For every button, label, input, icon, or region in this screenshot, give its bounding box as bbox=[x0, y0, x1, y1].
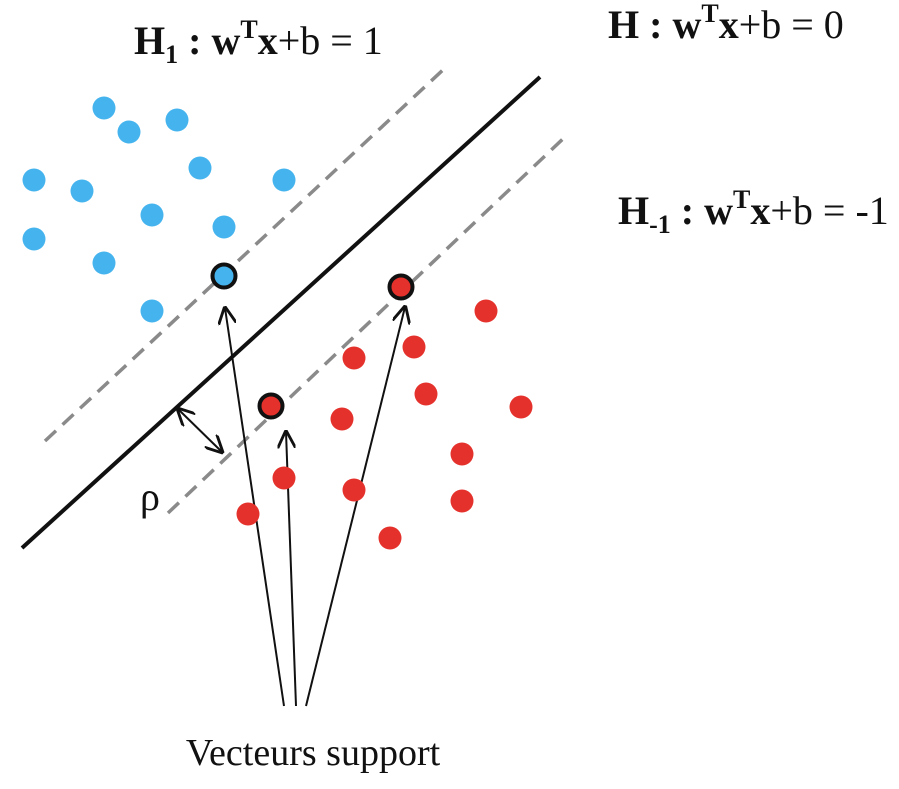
red-point bbox=[378, 526, 402, 550]
label-h0-sep: : bbox=[639, 2, 672, 47]
blue-point bbox=[140, 203, 164, 227]
red-point bbox=[509, 395, 533, 419]
margin-line-h1 bbox=[43, 66, 447, 443]
red-point bbox=[402, 335, 426, 359]
red-point bbox=[450, 489, 474, 513]
label-hm1-sub: -1 bbox=[649, 210, 671, 239]
red-point bbox=[342, 346, 366, 370]
support-arrow-red-upper bbox=[305, 307, 405, 707]
red-point bbox=[236, 502, 260, 526]
margin-arrow bbox=[178, 409, 222, 452]
label-h-1: H-1 : wTx+b = -1 bbox=[568, 185, 899, 239]
red-point bbox=[474, 299, 498, 323]
blue-point bbox=[22, 168, 46, 192]
margin-line-h-1 bbox=[166, 134, 568, 515]
red-point bbox=[342, 478, 366, 502]
blue-point bbox=[140, 299, 164, 323]
blue-point bbox=[70, 179, 94, 203]
blue-point bbox=[188, 156, 212, 180]
label-hm1-w: w bbox=[704, 188, 733, 233]
label-h0: H : wTx+b = 0 bbox=[558, 0, 874, 47]
label-h1-sep: : bbox=[178, 18, 211, 63]
blue-point bbox=[92, 251, 116, 275]
label-h1-sub: 1 bbox=[165, 40, 178, 69]
support-vector-red-lower bbox=[257, 392, 285, 420]
label-hm1-sep: : bbox=[671, 188, 704, 233]
blue-point bbox=[92, 96, 116, 120]
label-h1-rest: +b = 1 bbox=[278, 18, 383, 63]
blue-point bbox=[272, 168, 296, 192]
label-hm1-rest: +b = -1 bbox=[770, 188, 888, 233]
label-hm1-x: x bbox=[750, 188, 770, 233]
label-h0-x: x bbox=[719, 2, 739, 47]
label-h0-rest: +b = 0 bbox=[739, 2, 844, 47]
blue-point bbox=[212, 215, 236, 239]
label-h1-x: x bbox=[258, 18, 278, 63]
label-h0-sup: T bbox=[701, 0, 718, 28]
blue-point bbox=[117, 120, 141, 144]
red-point bbox=[272, 466, 296, 490]
red-point bbox=[450, 442, 474, 466]
positive-class-points bbox=[22, 96, 296, 323]
blue-point bbox=[22, 227, 46, 251]
support-vector-red-upper bbox=[387, 273, 415, 301]
support-vectors-caption: Vecteurs support bbox=[186, 732, 441, 774]
margin-label: ρ bbox=[140, 474, 160, 519]
hyperplane-h0 bbox=[20, 75, 542, 550]
negative-class-points bbox=[236, 299, 533, 550]
label-h1-w: w bbox=[211, 18, 240, 63]
label-h1: H1 : wTx+b = 1 bbox=[84, 15, 413, 69]
label-h0-name: H bbox=[608, 2, 639, 47]
label-h1-sup: T bbox=[240, 15, 257, 44]
red-point bbox=[330, 407, 354, 431]
label-h0-w: w bbox=[672, 2, 701, 47]
red-point bbox=[414, 382, 438, 406]
blue-point bbox=[165, 108, 189, 132]
label-hm1-sup: T bbox=[733, 185, 750, 214]
support-vector-blue bbox=[210, 262, 238, 290]
label-h1-name: H bbox=[134, 18, 165, 63]
label-hm1-name: H bbox=[618, 188, 649, 233]
